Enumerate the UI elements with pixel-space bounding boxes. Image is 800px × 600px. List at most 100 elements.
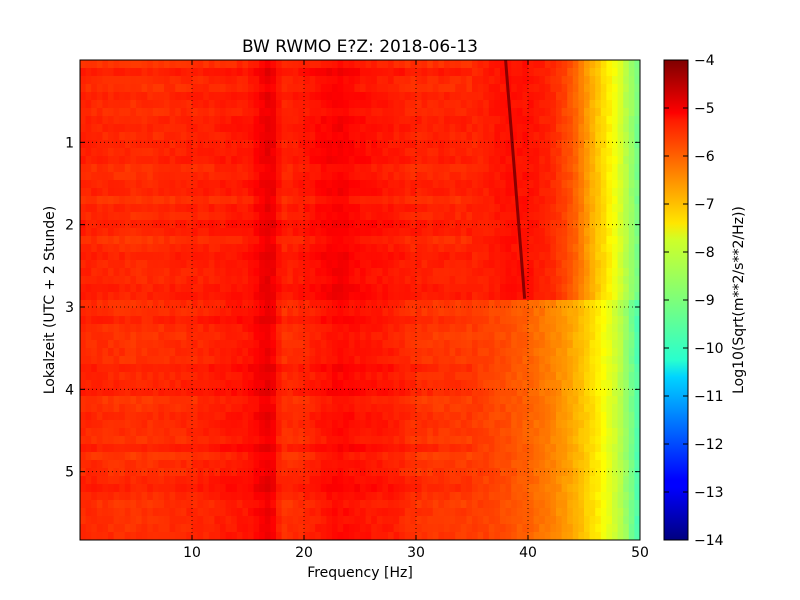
heatmap-cell: [326, 116, 333, 125]
heatmap-cell: [220, 244, 227, 253]
heatmap-cell: [539, 196, 546, 205]
heatmap-cell: [130, 420, 137, 429]
heatmap-cell: [298, 364, 305, 373]
heatmap-cell: [158, 332, 165, 341]
heatmap-cell: [304, 388, 311, 397]
heatmap-cell: [416, 164, 423, 173]
heatmap-cell: [225, 116, 232, 125]
heatmap-cell: [197, 308, 204, 317]
heatmap-cell: [192, 428, 199, 437]
heatmap-cell: [578, 316, 585, 325]
heatmap-cell: [152, 164, 159, 173]
heatmap-cell: [617, 124, 624, 133]
heatmap-cell: [455, 284, 462, 293]
heatmap-cell: [483, 132, 490, 141]
heatmap-cell: [315, 60, 322, 69]
heatmap-cell: [472, 332, 479, 341]
heatmap-cell: [460, 452, 467, 461]
heatmap-cell: [253, 164, 260, 173]
heatmap-cell: [304, 76, 311, 85]
heatmap-cell: [158, 156, 165, 165]
heatmap-cell: [393, 284, 400, 293]
heatmap-cell: [141, 76, 148, 85]
heatmap-cell: [556, 380, 563, 389]
heatmap-cell: [572, 292, 579, 301]
heatmap-cell: [438, 148, 445, 157]
heatmap-cell: [466, 420, 473, 429]
heatmap-cell: [169, 188, 176, 197]
heatmap-cell: [371, 380, 378, 389]
heatmap-cell: [337, 316, 344, 325]
heatmap-cell: [628, 404, 635, 413]
heatmap-cell: [85, 84, 92, 93]
heatmap-cell: [253, 60, 260, 69]
heatmap-cell: [192, 140, 199, 149]
heatmap-cell: [628, 68, 635, 77]
heatmap-cell: [371, 300, 378, 309]
heatmap-cell: [567, 412, 574, 421]
heatmap-cell: [505, 60, 512, 69]
heatmap-cell: [326, 68, 333, 77]
heatmap-cell: [292, 148, 299, 157]
heatmap-cell: [304, 380, 311, 389]
heatmap-cell: [119, 356, 126, 365]
heatmap-cell: [136, 84, 143, 93]
heatmap-cell: [180, 84, 187, 93]
heatmap-cell: [488, 452, 495, 461]
heatmap-cell: [600, 388, 607, 397]
heatmap-cell: [382, 148, 389, 157]
heatmap-cell: [326, 324, 333, 333]
heatmap-cell: [477, 268, 484, 277]
heatmap-cell: [528, 428, 535, 437]
heatmap-cell: [365, 212, 372, 221]
heatmap-cell: [298, 388, 305, 397]
heatmap-cell: [466, 60, 473, 69]
heatmap-cell: [276, 316, 283, 325]
heatmap-cell: [203, 420, 210, 429]
heatmap-cell: [600, 356, 607, 365]
heatmap-cell: [197, 268, 204, 277]
heatmap-cell: [500, 148, 507, 157]
heatmap-cell: [421, 236, 428, 245]
heatmap-cell: [477, 412, 484, 421]
heatmap-cell: [628, 356, 635, 365]
heatmap-cell: [584, 220, 591, 229]
heatmap-cell: [343, 220, 350, 229]
heatmap-cell: [595, 372, 602, 381]
heatmap-cell: [528, 404, 535, 413]
heatmap-cell: [253, 180, 260, 189]
heatmap-cell: [298, 116, 305, 125]
heatmap-cell: [242, 124, 249, 133]
heatmap-cell: [539, 204, 546, 213]
heatmap-cell: [147, 252, 154, 261]
heatmap-cell: [410, 116, 417, 125]
heatmap-cell: [141, 300, 148, 309]
heatmap-cell: [102, 244, 109, 253]
heatmap-cell: [124, 340, 131, 349]
heatmap-cell: [483, 268, 490, 277]
heatmap-cell: [332, 124, 339, 133]
heatmap-cell: [270, 364, 277, 373]
heatmap-cell: [225, 276, 232, 285]
heatmap-cell: [304, 220, 311, 229]
heatmap-cell: [158, 364, 165, 373]
heatmap-cell: [539, 404, 546, 413]
heatmap-cell: [164, 308, 171, 317]
heatmap-cell: [617, 332, 624, 341]
heatmap-cell: [298, 68, 305, 77]
heatmap-cell: [236, 276, 243, 285]
heatmap-cell: [119, 276, 126, 285]
heatmap-cell: [332, 396, 339, 405]
heatmap-cell: [539, 84, 546, 93]
heatmap-cell: [612, 172, 619, 181]
heatmap-cell: [477, 372, 484, 381]
heatmap-cell: [147, 348, 154, 357]
heatmap-cell: [130, 108, 137, 117]
heatmap-cell: [259, 260, 266, 269]
heatmap-cell: [522, 180, 529, 189]
heatmap-cell: [477, 204, 484, 213]
heatmap-cell: [276, 244, 283, 253]
heatmap-cell: [544, 420, 551, 429]
heatmap-cell: [589, 332, 596, 341]
heatmap-cell: [186, 380, 193, 389]
